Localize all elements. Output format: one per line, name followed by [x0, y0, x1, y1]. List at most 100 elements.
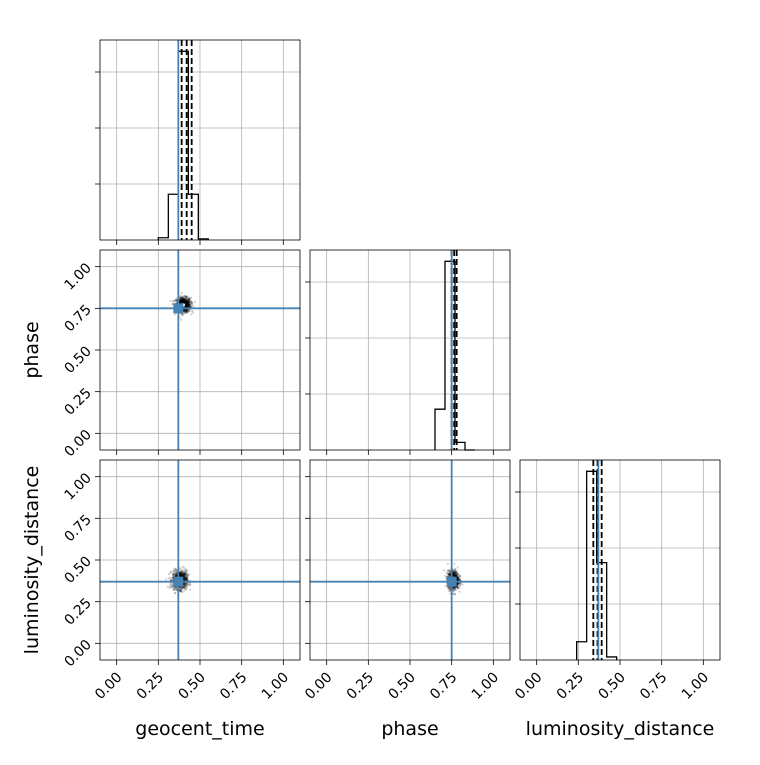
posterior-sample	[461, 583, 464, 586]
posterior-sample	[186, 583, 189, 586]
posterior-sample	[448, 572, 451, 575]
posterior-sample	[458, 578, 462, 581]
posterior-sample	[180, 590, 183, 593]
posterior-sample	[183, 572, 186, 575]
posterior-sample	[181, 299, 184, 303]
posterior-sample	[446, 562, 449, 565]
posterior-sample	[184, 300, 187, 303]
posterior-sample	[184, 577, 187, 580]
posterior-sample	[174, 586, 177, 589]
x-tick-label: 0.50	[595, 670, 628, 703]
posterior-sample	[179, 299, 182, 302]
posterior-sample	[185, 309, 188, 312]
posterior-sample	[189, 588, 192, 592]
posterior-sample	[180, 571, 184, 575]
posterior-sample	[185, 297, 188, 300]
posterior-sample	[188, 309, 191, 312]
posterior-sample	[452, 572, 455, 575]
posterior-sample	[179, 573, 183, 577]
posterior-sample	[184, 573, 187, 577]
posterior-sample	[181, 299, 184, 303]
posterior-sample	[169, 584, 172, 587]
posterior-sample	[188, 303, 191, 306]
posterior-sample	[448, 589, 451, 593]
posterior-sample	[183, 574, 186, 577]
posterior-sample	[179, 571, 182, 574]
posterior-sample	[173, 569, 177, 572]
x-tick-label: 0.00	[92, 670, 125, 703]
posterior-sample	[181, 297, 184, 300]
posterior-sample	[173, 313, 177, 316]
posterior-sample	[455, 573, 458, 577]
posterior-sample	[456, 582, 459, 585]
posterior-sample	[185, 587, 188, 590]
posterior-sample	[188, 303, 191, 307]
posterior-sample	[183, 298, 186, 302]
posterior-sample	[186, 583, 189, 586]
posterior-sample	[190, 305, 193, 308]
posterior-sample	[185, 577, 189, 580]
posterior-sample	[448, 572, 451, 576]
posterior-sample	[184, 586, 187, 589]
posterior-sample	[188, 302, 191, 305]
posterior-sample	[185, 577, 188, 580]
posterior-sample	[183, 576, 187, 579]
posterior-sample	[171, 573, 175, 576]
x-tick-label: 1.00	[469, 670, 502, 703]
posterior-sample	[170, 578, 173, 582]
posterior-sample	[178, 298, 182, 302]
posterior-sample	[456, 578, 460, 581]
posterior-sample	[459, 575, 462, 578]
posterior-sample	[454, 572, 457, 576]
posterior-sample	[181, 573, 184, 577]
posterior-sample	[180, 299, 184, 302]
posterior-sample	[180, 300, 183, 303]
posterior-sample	[187, 296, 190, 299]
posterior-sample	[166, 585, 169, 588]
posterior-sample	[452, 571, 455, 574]
posterior-sample	[180, 571, 183, 574]
posterior-sample	[174, 588, 178, 592]
posterior-sample	[185, 578, 188, 581]
posterior-sample	[452, 572, 455, 575]
posterior-sample	[183, 309, 186, 312]
posterior-sample	[459, 582, 462, 585]
posterior-sample	[178, 300, 182, 303]
posterior-sample	[185, 582, 188, 585]
posterior-sample	[180, 313, 184, 316]
posterior-sample	[179, 589, 182, 593]
posterior-sample	[455, 571, 458, 574]
posterior-sample	[174, 572, 177, 575]
posterior-sample	[455, 571, 458, 575]
posterior-sample	[186, 300, 189, 303]
panel-geocent-time-vs-phase: 0.00 0.25 0.50 0.75 1.00	[61, 249, 301, 460]
posterior-sample	[185, 576, 189, 579]
posterior-sample	[188, 304, 191, 307]
posterior-sample	[174, 574, 178, 577]
posterior-sample	[181, 297, 184, 300]
posterior-sample	[454, 587, 457, 590]
posterior-sample	[452, 588, 455, 592]
y-tick-label: 1.00	[61, 260, 94, 293]
posterior-sample	[183, 573, 186, 576]
posterior-sample	[190, 301, 193, 304]
posterior-sample	[187, 304, 190, 307]
posterior-sample	[448, 587, 451, 591]
posterior-sample	[179, 572, 182, 575]
posterior-sample	[183, 586, 187, 590]
posterior-sample	[186, 301, 189, 304]
posterior-sample	[187, 305, 190, 308]
posterior-sample	[185, 576, 189, 579]
x-axis-label-luminosity-distance: luminosity_distance	[526, 718, 715, 740]
posterior-sample	[179, 569, 182, 572]
posterior-sample	[183, 571, 186, 574]
posterior-sample	[184, 572, 187, 575]
posterior-sample	[456, 577, 459, 580]
posterior-sample	[183, 299, 186, 302]
posterior-sample	[186, 304, 189, 307]
posterior-sample	[178, 571, 182, 574]
posterior-sample	[452, 573, 455, 576]
posterior-sample	[188, 300, 191, 303]
posterior-sample	[171, 303, 174, 306]
posterior-sample	[183, 582, 186, 585]
